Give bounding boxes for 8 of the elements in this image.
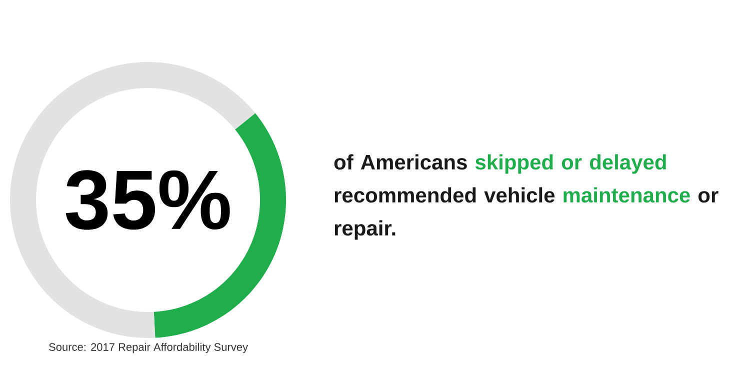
text: repair. xyxy=(334,220,396,240)
text: skipped or delayed xyxy=(475,154,666,174)
text: recommended vehicle xyxy=(334,187,555,203)
text: or xyxy=(698,191,718,203)
source-note: Source: 2017 Repair Affordability Survey xyxy=(49,342,248,354)
text: of Americans xyxy=(334,154,467,170)
text: 35% xyxy=(66,170,230,230)
text: maintenance xyxy=(564,187,690,203)
